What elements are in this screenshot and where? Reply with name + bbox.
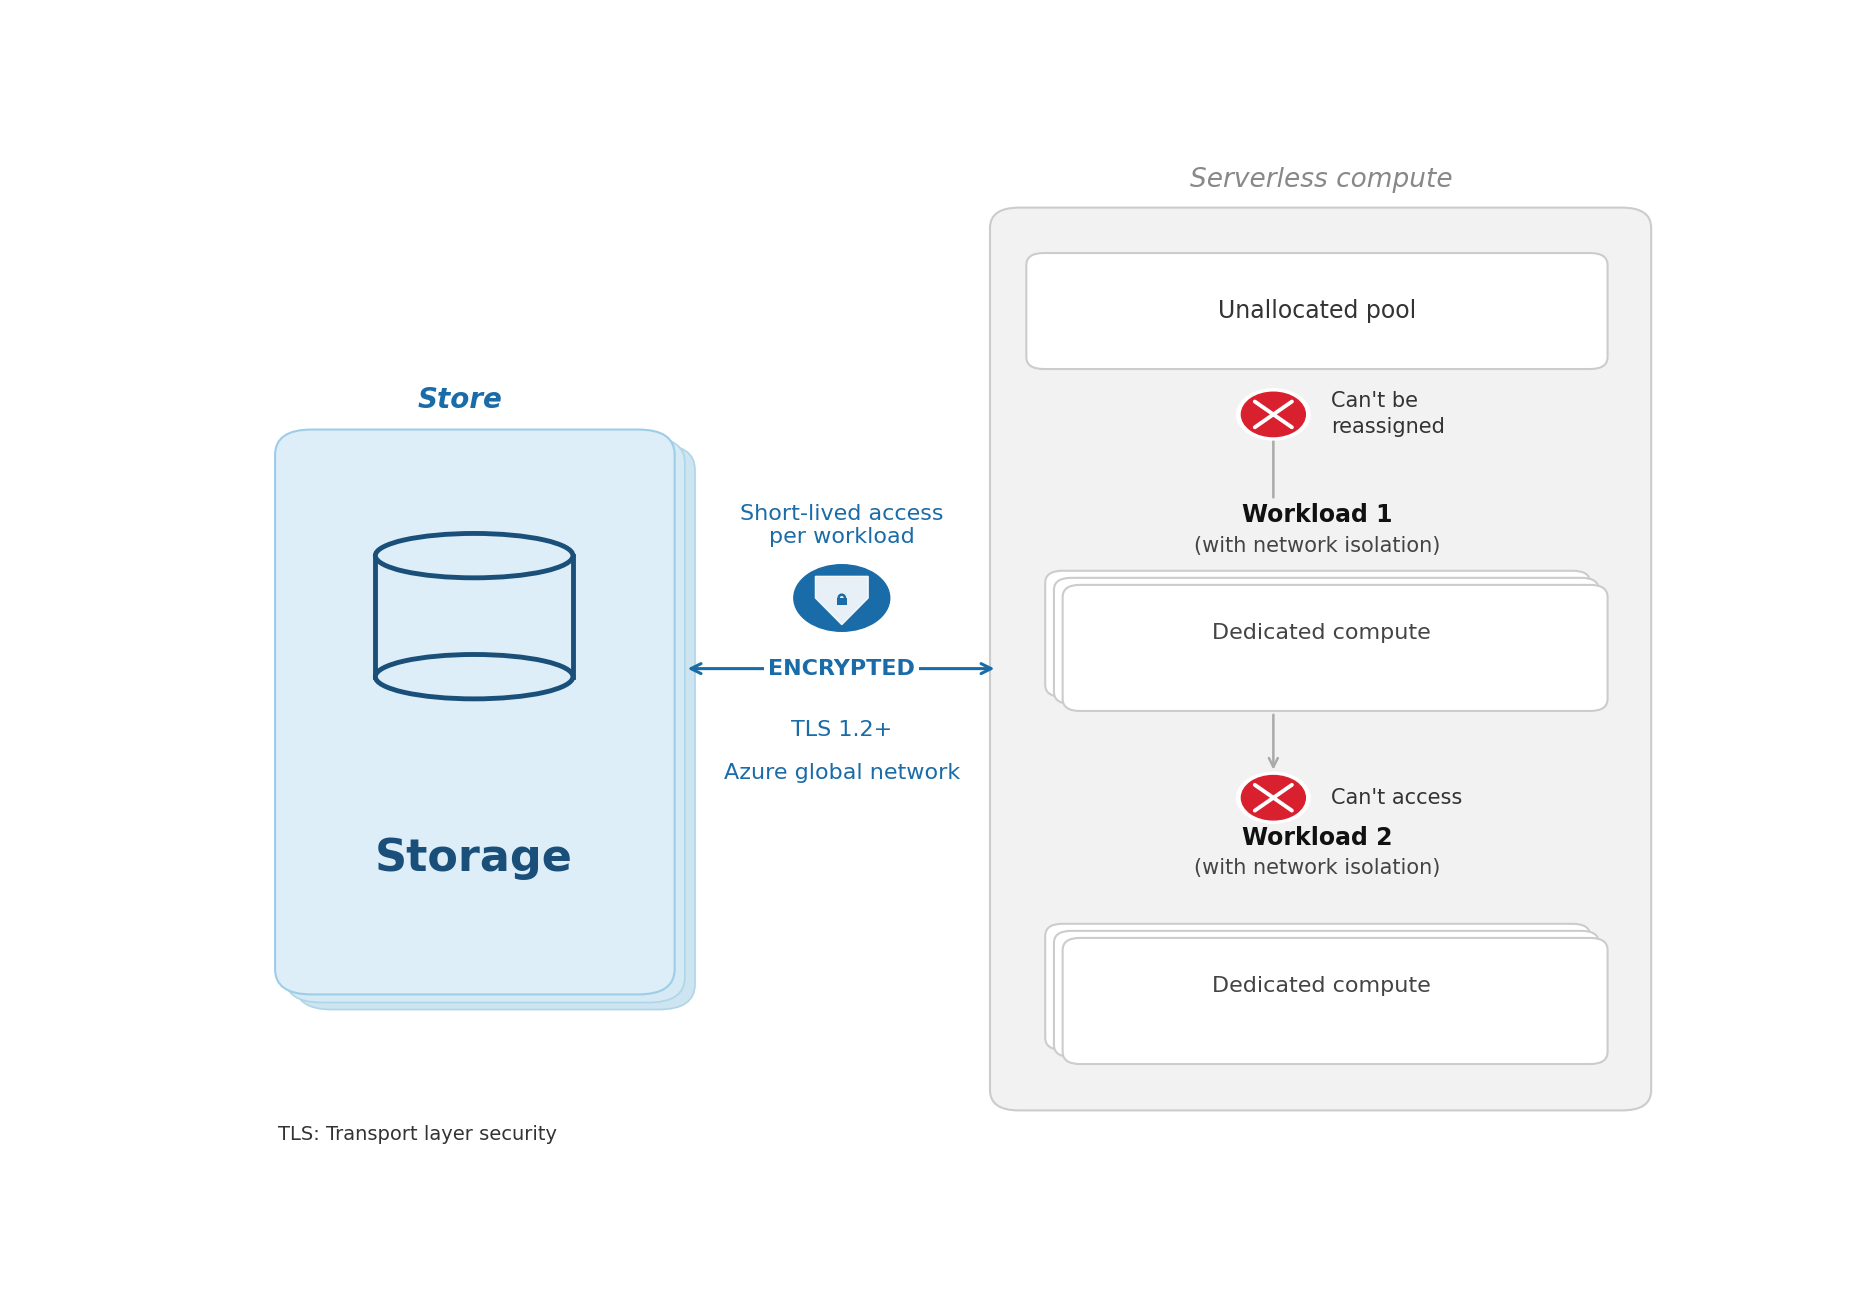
Bar xyxy=(375,555,574,677)
FancyBboxPatch shape xyxy=(1063,938,1607,1064)
Text: Dedicated compute: Dedicated compute xyxy=(1211,624,1431,643)
Text: Storage: Storage xyxy=(375,837,574,880)
FancyBboxPatch shape xyxy=(1054,578,1599,703)
Circle shape xyxy=(793,565,891,631)
FancyBboxPatch shape xyxy=(276,430,675,994)
Text: Store: Store xyxy=(416,386,502,414)
Text: Azure global network: Azure global network xyxy=(724,762,960,782)
FancyBboxPatch shape xyxy=(1054,931,1599,1057)
Ellipse shape xyxy=(375,655,574,698)
Text: (with network isolation): (with network isolation) xyxy=(1194,536,1440,555)
Text: TLS 1.2+: TLS 1.2+ xyxy=(791,721,892,740)
Text: Can't access: Can't access xyxy=(1331,787,1462,808)
Text: Short-lived access
per workload: Short-lived access per workload xyxy=(741,504,943,548)
Text: Serverless compute: Serverless compute xyxy=(1191,166,1453,193)
Text: TLS: Transport layer security: TLS: Transport layer security xyxy=(278,1125,557,1144)
Text: Can't be: Can't be xyxy=(1331,392,1419,411)
FancyBboxPatch shape xyxy=(1044,571,1590,697)
FancyBboxPatch shape xyxy=(1026,253,1607,369)
FancyBboxPatch shape xyxy=(296,444,696,1010)
FancyBboxPatch shape xyxy=(1044,924,1590,1049)
Text: Dedicated compute: Dedicated compute xyxy=(1211,976,1431,997)
FancyBboxPatch shape xyxy=(285,438,684,1002)
FancyBboxPatch shape xyxy=(1063,584,1607,711)
Text: reassigned: reassigned xyxy=(1331,417,1446,436)
PathPatch shape xyxy=(816,576,868,625)
FancyBboxPatch shape xyxy=(990,207,1652,1111)
Text: Unallocated pool: Unallocated pool xyxy=(1219,299,1416,322)
Circle shape xyxy=(1238,772,1311,823)
Text: Workload 1: Workload 1 xyxy=(1241,503,1393,528)
Text: ENCRYPTED: ENCRYPTED xyxy=(769,659,915,679)
Circle shape xyxy=(1241,392,1305,436)
Ellipse shape xyxy=(375,533,574,578)
Text: Workload 2: Workload 2 xyxy=(1241,827,1393,850)
FancyBboxPatch shape xyxy=(836,597,848,605)
Text: (with network isolation): (with network isolation) xyxy=(1194,858,1440,878)
Circle shape xyxy=(1238,389,1311,440)
Circle shape xyxy=(1241,776,1305,820)
